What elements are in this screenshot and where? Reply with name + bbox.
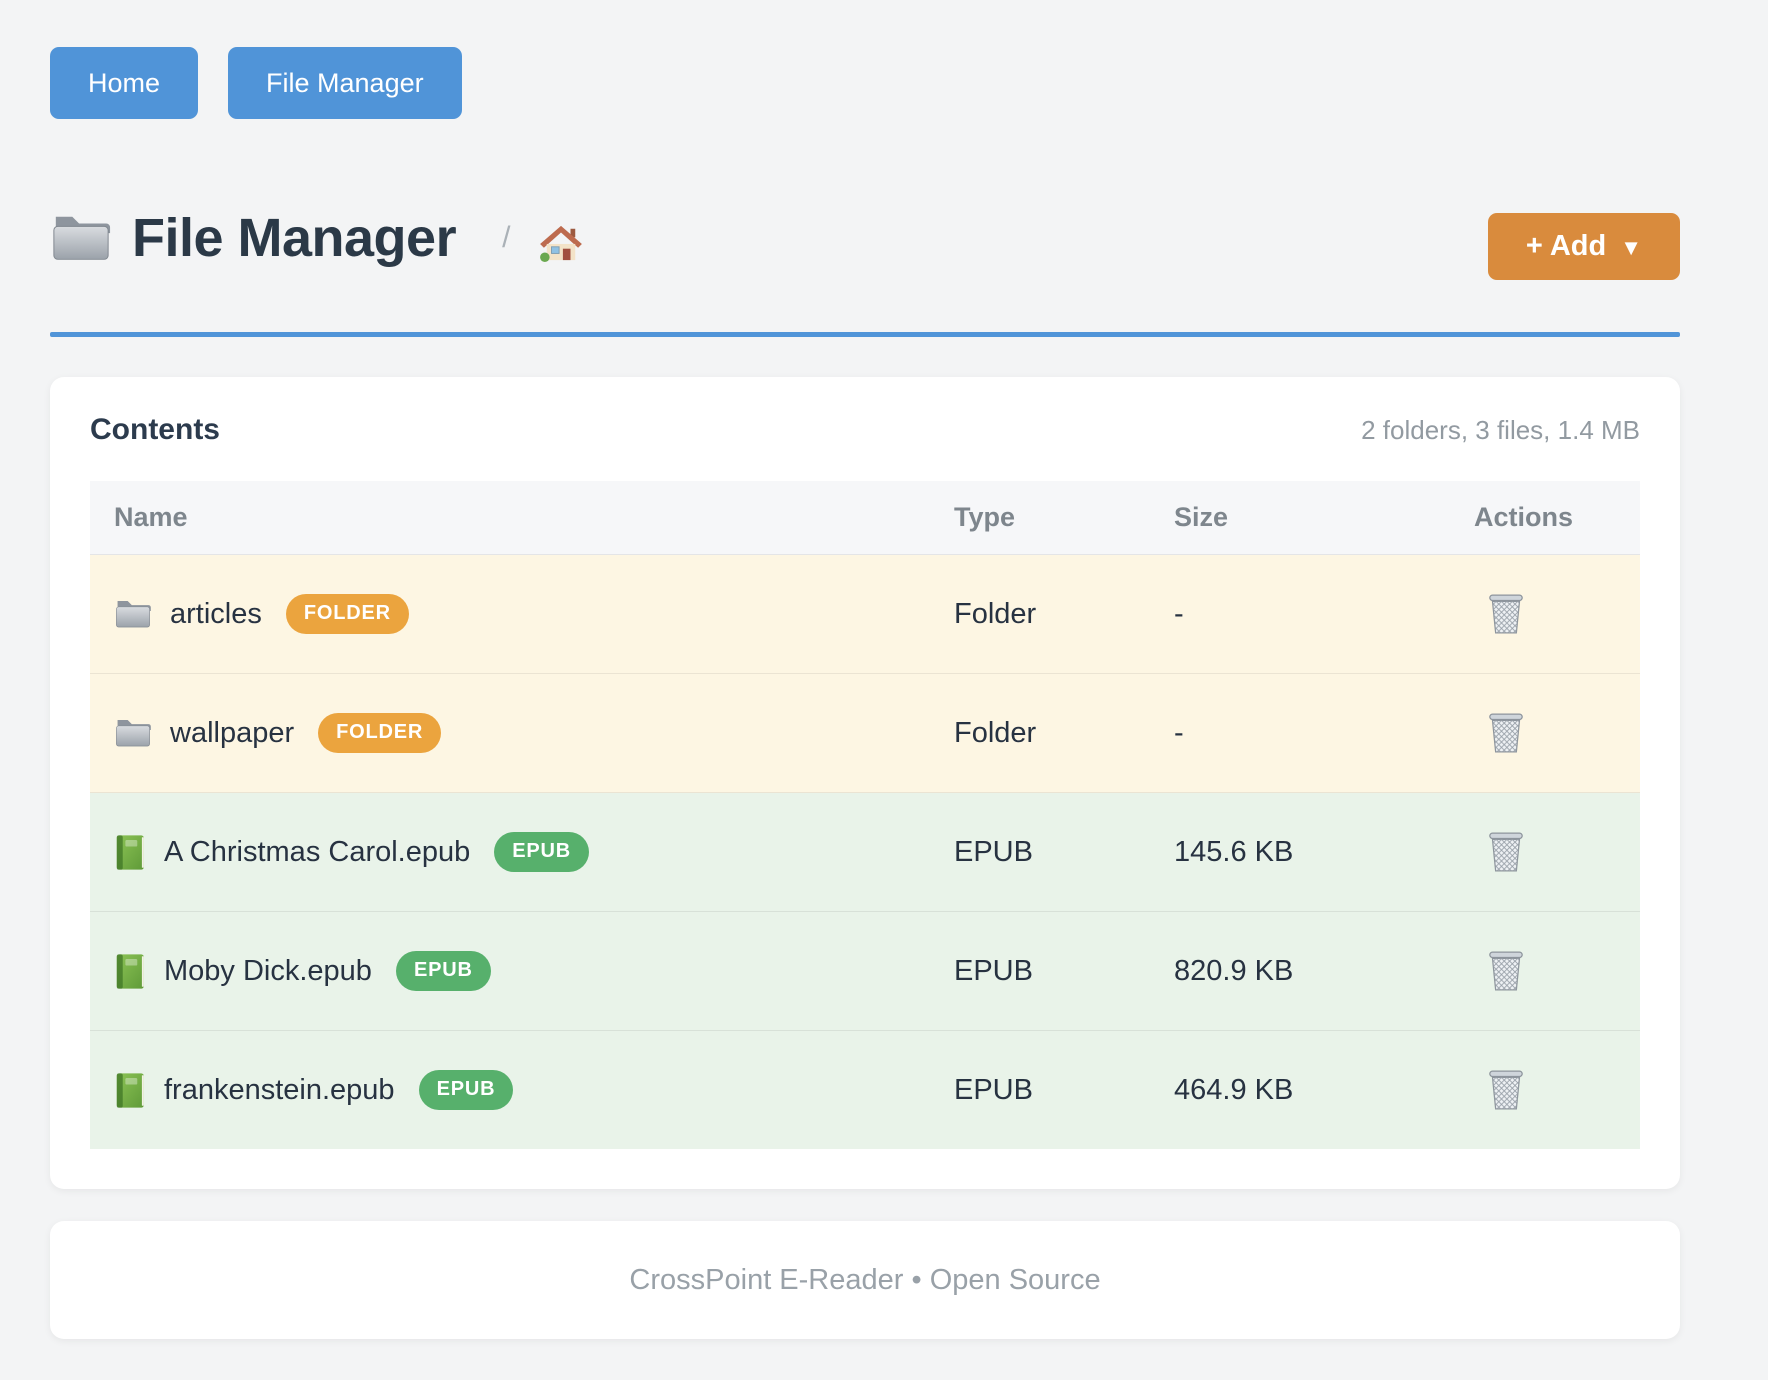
folder-badge: FOLDER: [285, 594, 409, 634]
trash-icon: [1488, 712, 1524, 754]
file-name[interactable]: Moby Dick.epub: [164, 954, 372, 987]
column-header-size: Size: [1150, 481, 1450, 555]
folder-badge: FOLDER: [318, 713, 442, 753]
file-manager-button[interactable]: File Manager: [228, 47, 462, 119]
epub-badge: EPUB: [395, 951, 491, 991]
file-name[interactable]: wallpaper: [170, 716, 295, 749]
footer-text: CrossPoint E-Reader • Open Source: [629, 1263, 1101, 1296]
file-size: 464.9 KB: [1150, 1030, 1450, 1149]
page: Home File Manager File Manager / + Add ▼…: [50, 0, 1680, 1339]
file-type: Folder: [930, 554, 1150, 674]
file-type: EPUB: [930, 1030, 1150, 1149]
trash-icon: [1488, 1069, 1524, 1111]
column-header-name: Name: [90, 481, 930, 555]
column-header-actions: Actions: [1450, 481, 1640, 555]
trash-icon: [1488, 831, 1524, 873]
contents-card: Contents 2 folders, 3 files, 1.4 MB Name…: [50, 377, 1680, 1189]
home-button[interactable]: Home: [50, 47, 199, 119]
delete-button[interactable]: [1488, 831, 1524, 873]
caret-down-icon: ▼: [1620, 234, 1642, 260]
trash-icon: [1488, 950, 1524, 992]
footer-card: CrossPoint E-Reader • Open Source: [50, 1221, 1680, 1339]
folder-icon: [114, 716, 152, 750]
delete-button[interactable]: [1488, 1069, 1524, 1111]
table-row-frankenstein: frankenstein.epub EPUB EPUB 464.9 KB: [90, 1030, 1640, 1149]
breadcrumb-separator: /: [502, 221, 511, 254]
file-table: Name Type Size Actions articles FOLDER F…: [90, 481, 1640, 1149]
home-icon[interactable]: [540, 224, 582, 262]
table-header-row: Name Type Size Actions: [90, 481, 1640, 555]
file-size: 820.9 KB: [1150, 911, 1450, 1031]
file-type: EPUB: [930, 792, 1150, 912]
file-size: -: [1150, 673, 1450, 793]
contents-heading: Contents: [90, 413, 220, 446]
trash-icon: [1488, 593, 1524, 635]
green-book-icon: [114, 1072, 146, 1109]
title-group: File Manager /: [50, 207, 582, 269]
contents-summary: 2 folders, 3 files, 1.4 MB: [1361, 415, 1640, 445]
file-size: -: [1150, 554, 1450, 674]
title-underline: [50, 332, 1680, 337]
epub-badge: EPUB: [418, 1070, 514, 1110]
file-size: 145.6 KB: [1150, 792, 1450, 912]
table-row-moby-dick: Moby Dick.epub EPUB EPUB 820.9 KB: [90, 911, 1640, 1031]
add-button-label: + Add: [1525, 230, 1607, 262]
folder-icon: [50, 211, 112, 265]
green-book-icon: [114, 953, 146, 990]
column-header-type: Type: [930, 481, 1150, 555]
page-header: File Manager / + Add ▼: [50, 207, 1680, 280]
page-title: File Manager: [132, 208, 457, 268]
top-nav: Home File Manager: [50, 47, 1680, 119]
green-book-icon: [114, 834, 146, 871]
delete-button[interactable]: [1488, 593, 1524, 635]
file-type: EPUB: [930, 911, 1150, 1031]
folder-icon: [114, 597, 152, 631]
file-name[interactable]: frankenstein.epub: [164, 1073, 395, 1106]
file-name[interactable]: articles: [170, 597, 262, 630]
delete-button[interactable]: [1488, 950, 1524, 992]
epub-badge: EPUB: [494, 832, 590, 872]
table-row-articles: articles FOLDER Folder -: [90, 554, 1640, 674]
add-button[interactable]: + Add ▼: [1487, 213, 1680, 280]
delete-button[interactable]: [1488, 712, 1524, 754]
table-row-christmas-carol: A Christmas Carol.epub EPUB EPUB 145.6 K…: [90, 792, 1640, 912]
file-type: Folder: [930, 673, 1150, 793]
file-name[interactable]: A Christmas Carol.epub: [164, 835, 471, 868]
contents-card-header: Contents 2 folders, 3 files, 1.4 MB: [90, 413, 1640, 447]
table-row-wallpaper: wallpaper FOLDER Folder -: [90, 673, 1640, 793]
